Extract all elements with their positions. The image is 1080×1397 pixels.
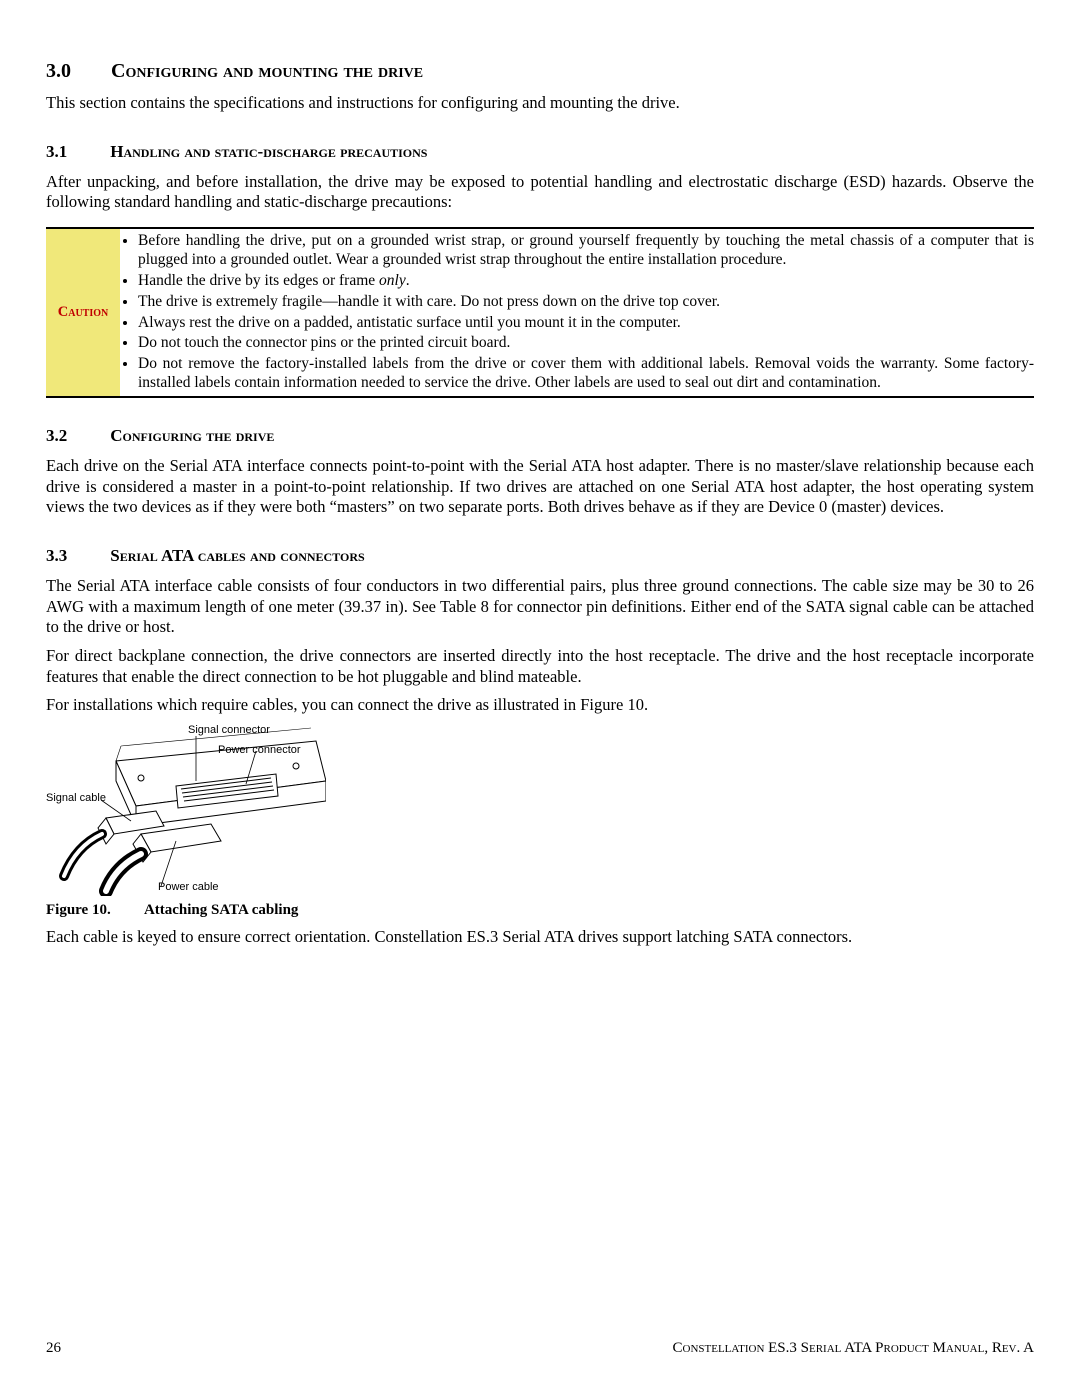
footer-text: Constellation ES.3 Serial ATA Product Ma… [673,1340,1035,1357]
figure-caption-label: Figure 10. [46,902,141,919]
page-number: 26 [46,1340,61,1357]
heading-number: 3.0 [46,60,106,83]
paragraph: For installations which require cables, … [46,695,1034,716]
caution-item: Do not touch the connector pins or the p… [138,334,1034,353]
heading-number: 3.3 [46,546,106,566]
heading-title: Serial ATA cables and connectors [110,546,364,565]
heading-3.0: 3.0 Configuring and mounting the drive [46,60,1034,83]
figure-label-signal-connector: Signal connector [188,724,270,736]
paragraph: After unpacking, and before installation… [46,172,1034,213]
caution-item: Handle the drive by its edges or frame o… [138,272,1034,291]
figure-caption: Figure 10. Attaching SATA cabling [46,902,1034,919]
caution-item: Always rest the drive on a padded, antis… [138,314,1034,333]
heading-3.3: 3.3 Serial ATA cables and connectors [46,546,1034,566]
figure-label-power-cable: Power cable [158,881,219,893]
caution-item: Before handling the drive, put on a grou… [138,232,1034,270]
heading-number: 3.2 [46,426,106,446]
heading-3.2: 3.2 Configuring the drive [46,426,1034,446]
caution-list: Before handling the drive, put on a grou… [120,232,1034,393]
paragraph: This section contains the specifications… [46,93,1034,114]
caution-label: Caution [58,304,108,320]
heading-3.1: 3.1 Handling and static-discharge precau… [46,142,1034,162]
figure-caption-text: Attaching SATA cabling [144,902,298,918]
heading-title: Configuring and mounting the drive [111,60,423,82]
caution-item: Do not remove the factory-installed labe… [138,355,1034,393]
caution-item: The drive is extremely fragile—handle it… [138,293,1034,312]
paragraph: The Serial ATA interface cable consists … [46,576,1034,638]
page-footer: 26 Constellation ES.3 Serial ATA Product… [46,1340,1034,1357]
paragraph: Each cable is keyed to ensure correct or… [46,927,1034,948]
figure-label-power-connector: Power connector [218,744,301,756]
caution-body-cell: Before handling the drive, put on a grou… [120,228,1034,397]
document-page: 3.0 Configuring and mounting the drive T… [0,0,1080,1397]
caution-label-cell: Caution [46,228,120,397]
paragraph: Each drive on the Serial ATA interface c… [46,456,1034,518]
paragraph: For direct backplane connection, the dri… [46,646,1034,687]
heading-number: 3.1 [46,142,106,162]
heading-title: Handling and static-discharge precaution… [110,142,427,161]
heading-title: Configuring the drive [110,426,274,445]
caution-table: Caution Before handling the drive, put o… [46,227,1034,398]
figure-label-signal-cable: Signal cable [46,792,106,804]
figure-10: Signal connector Power connector Signal … [46,726,326,896]
